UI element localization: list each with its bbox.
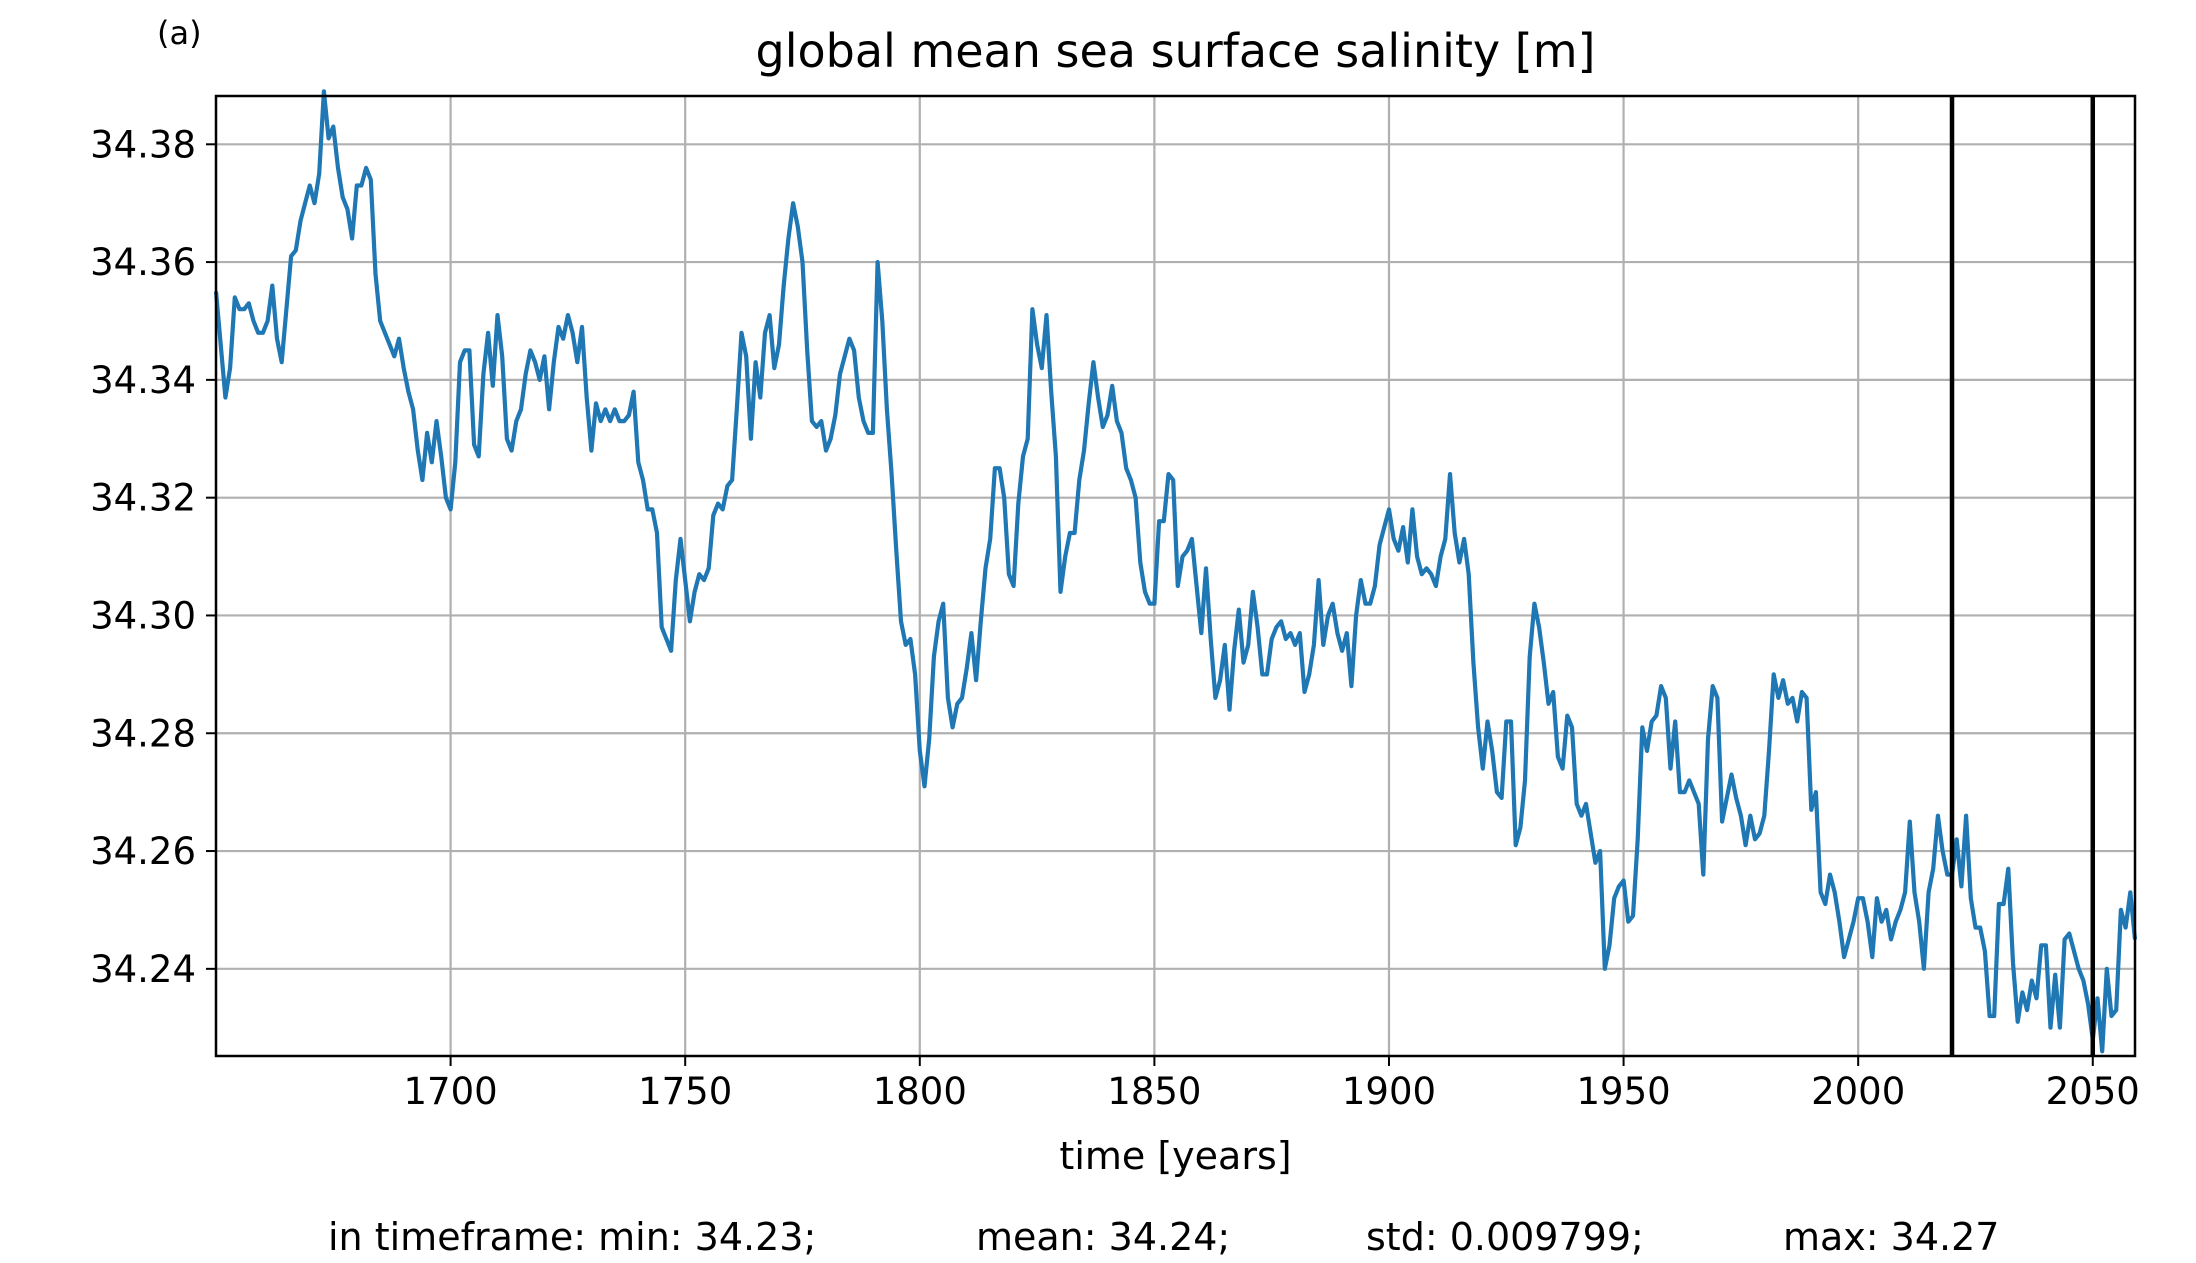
plot-frame bbox=[214, 94, 2137, 1058]
x-tick-label: 1800 bbox=[873, 1070, 967, 1113]
y-tick-label: 34.26 bbox=[90, 830, 196, 873]
x-axis-label: time [years] bbox=[1059, 1134, 1292, 1178]
y-tick-label: 34.36 bbox=[90, 241, 196, 284]
x-tick-label: 1700 bbox=[404, 1070, 498, 1113]
y-tick-label: 34.34 bbox=[90, 359, 196, 402]
x-tick-label: 1750 bbox=[638, 1070, 732, 1113]
series-line bbox=[213, 89, 2138, 1054]
x-tick-label: 2050 bbox=[2046, 1070, 2140, 1113]
y-tick-label: 34.32 bbox=[90, 477, 196, 520]
y-axis: 34.24 34.26 34.28 34.30 34.32 34.34 34.36 34.38 bbox=[90, 123, 216, 991]
stats-max: max: 34.27 bbox=[1783, 1215, 2000, 1259]
panel-label: (a) bbox=[157, 14, 202, 52]
y-tick-label: 34.30 bbox=[90, 594, 196, 637]
stats-min: in timeframe: min: 34.23; bbox=[328, 1215, 817, 1259]
x-tick-label: 2000 bbox=[1811, 1070, 1905, 1113]
stats-mean: mean: 34.24; bbox=[976, 1215, 1231, 1259]
data-series bbox=[213, 89, 2138, 1054]
x-tick-label: 1950 bbox=[1576, 1070, 1670, 1113]
y-tick-label: 34.24 bbox=[90, 948, 196, 991]
y-tick-label: 34.28 bbox=[90, 712, 196, 755]
reference-lines bbox=[1949, 96, 2096, 1056]
y-tick-label: 34.38 bbox=[90, 123, 196, 166]
x-axis: 1700 1750 1800 1850 1900 1950 2000 2050 bbox=[404, 1056, 2140, 1113]
chart-title: global mean sea surface salinity [m] bbox=[755, 24, 1596, 78]
x-tick-label: 1850 bbox=[1107, 1070, 1201, 1113]
x-tick-label: 1900 bbox=[1342, 1070, 1436, 1113]
stats-std: std: 0.009799; bbox=[1366, 1215, 1644, 1259]
